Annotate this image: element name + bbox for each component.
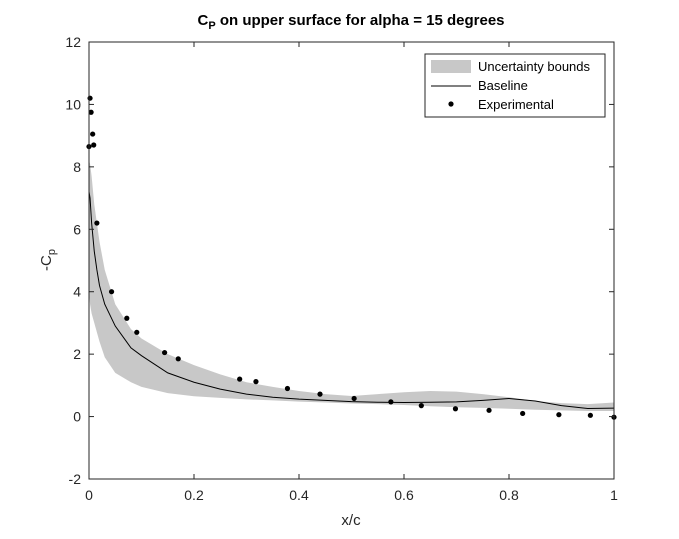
y-tick-label: 6 <box>73 221 81 237</box>
legend-label-uncertainty: Uncertainty bounds <box>478 59 591 74</box>
experimental-point <box>351 395 357 402</box>
y-axis-label-main: -C <box>38 255 55 271</box>
experimental-point <box>556 412 562 418</box>
experimental-point <box>88 109 94 115</box>
axes-frame <box>88 41 615 480</box>
y-tick-label: 8 <box>73 159 81 175</box>
experimental-point <box>134 329 140 335</box>
baseline-layer <box>88 191 615 409</box>
experimental-point <box>87 95 93 101</box>
experimental-point <box>124 315 130 321</box>
experimental-point <box>587 412 593 418</box>
experimental-point <box>162 349 168 356</box>
x-tick-label: 0.4 <box>289 487 309 503</box>
y-axis-ticks: -2 0 2 4 6 8 10 12 <box>65 34 614 487</box>
chart-title-main: C <box>197 12 208 29</box>
chart-title-subscript: P <box>208 20 215 32</box>
x-tick-label: 1 <box>610 487 618 503</box>
y-tick-label: 2 <box>73 346 81 362</box>
experimental-point <box>418 403 424 409</box>
y-tick-label: 0 <box>73 409 81 425</box>
experimental-point <box>94 220 100 226</box>
experimental-point <box>520 410 526 417</box>
x-axis-ticks: 0 0.2 0.4 0.6 0.8 1 <box>85 42 618 503</box>
experimental-point <box>175 356 181 362</box>
legend-label-experimental: Experimental <box>478 97 554 112</box>
x-tick-label: 0.6 <box>394 487 414 503</box>
x-tick-label: 0.8 <box>499 487 519 503</box>
y-tick-label: 4 <box>73 284 81 300</box>
experimental-point <box>91 142 97 148</box>
x-tick-label: 0.2 <box>184 487 204 503</box>
y-axis-label: -Cp <box>38 249 58 271</box>
x-axis-label: x/c <box>341 512 361 529</box>
experimental-point <box>317 391 323 397</box>
y-tick-label: 10 <box>65 96 81 112</box>
experimental-point <box>486 407 492 413</box>
legend-label-baseline: Baseline <box>478 78 528 93</box>
experimental-point <box>284 385 291 392</box>
baseline-line <box>88 191 615 409</box>
experimental-points-layer <box>86 95 617 420</box>
chart-title: CP on upper surface for alpha = 15 degre… <box>197 12 504 32</box>
experimental-point <box>452 406 459 412</box>
experimental-point <box>237 376 243 382</box>
chart-title-rest: on upper surface for alpha = 15 degrees <box>216 12 505 29</box>
legend-swatch-experimental <box>448 101 454 107</box>
y-tick-label: 12 <box>65 34 81 50</box>
x-tick-label: 0 <box>85 487 93 503</box>
y-tick-label: -2 <box>69 471 82 487</box>
legend-swatch-uncertainty <box>431 60 471 73</box>
uncertainty-band <box>89 160 614 411</box>
uncertainty-band-layer <box>89 160 614 411</box>
experimental-point <box>388 399 394 405</box>
experimental-point <box>108 289 115 295</box>
experimental-point <box>90 131 96 137</box>
legend: Uncertainty bounds Baseline Experimental <box>424 53 606 118</box>
y-axis-label-subscript: p <box>46 249 58 255</box>
experimental-point <box>253 379 259 385</box>
